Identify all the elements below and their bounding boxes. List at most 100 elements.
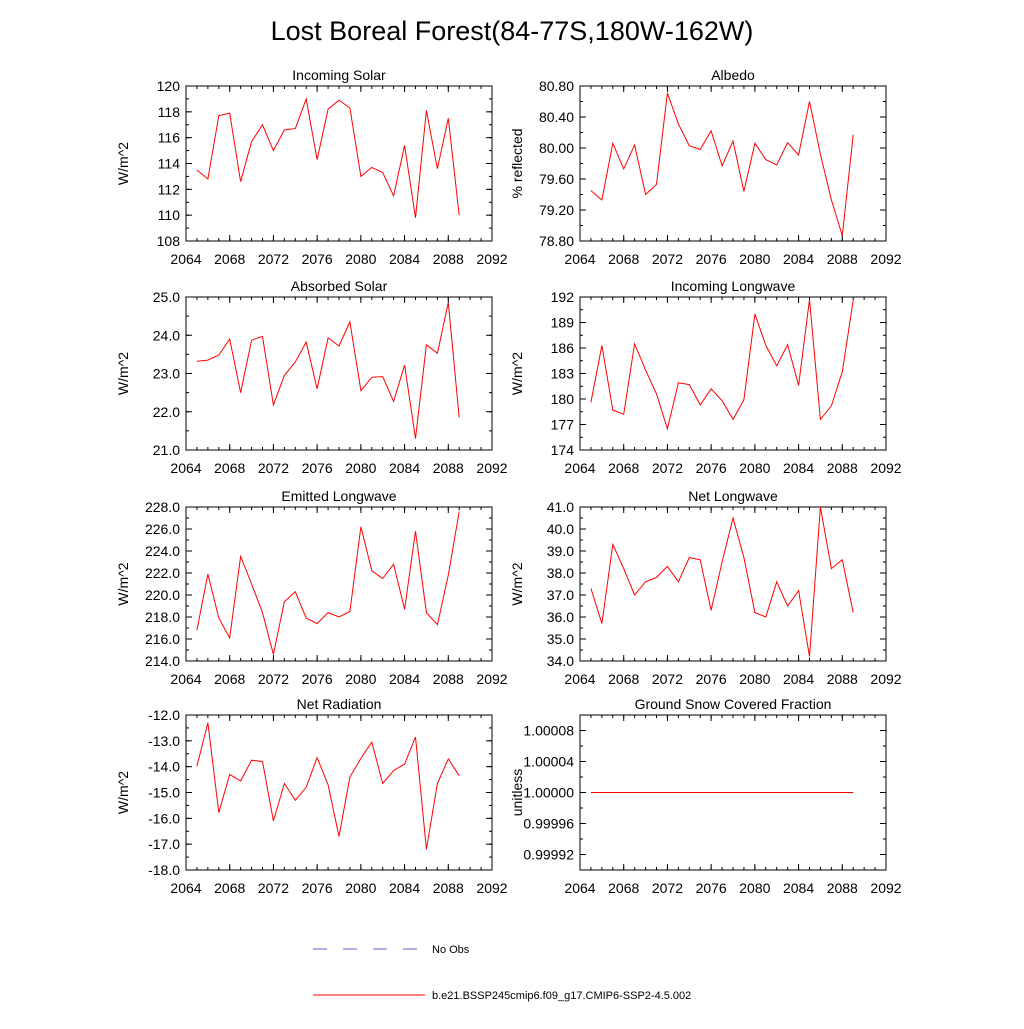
y-tick-label: 112: [158, 181, 181, 197]
x-tick-label: 2072: [258, 460, 289, 476]
y-tick-label: 40.0: [547, 521, 574, 537]
x-tick-label: 2084: [783, 460, 814, 476]
y-tick-label: 114: [158, 156, 181, 172]
x-tick-label: 2064: [170, 460, 201, 476]
y-tick-label: 80.40: [539, 109, 574, 125]
x-tick-label: 2088: [827, 460, 858, 476]
panel-title: Albedo: [711, 67, 755, 83]
y-axis-label: W/m^2: [115, 771, 131, 814]
series-line: [590, 92, 854, 236]
x-tick-label: 2072: [258, 880, 289, 896]
panel-title: Incoming Longwave: [671, 278, 796, 294]
y-tick-label: 39.0: [547, 543, 574, 559]
y-axis-label: W/m^2: [509, 562, 525, 605]
y-tick-label: 0.99992: [523, 847, 574, 863]
panel-title: Emitted Longwave: [281, 488, 396, 504]
y-axis-label: W/m^2: [115, 562, 131, 605]
x-tick-label: 2092: [476, 251, 507, 267]
y-tick-label: -12.0: [148, 707, 180, 723]
y-axis-label: W/m^2: [115, 352, 131, 395]
figure-title: Lost Boreal Forest(84-77S,180W-162W): [271, 16, 754, 46]
panel-title: Ground Snow Covered Fraction: [635, 696, 832, 712]
legend-obs-label: No Obs: [432, 944, 470, 956]
series-line: [196, 96, 460, 218]
y-axis-label: W/m^2: [115, 142, 131, 185]
y-tick-label: 37.0: [547, 587, 574, 603]
y-tick-label: 0.99996: [523, 816, 574, 832]
x-tick-label: 2080: [739, 671, 770, 687]
x-tick-label: 2064: [564, 880, 595, 896]
plot-frame: [579, 506, 887, 662]
x-tick-label: 2084: [389, 251, 420, 267]
x-tick-label: 2080: [345, 880, 376, 896]
x-tick-label: 2076: [302, 671, 333, 687]
y-tick-label: -18.0: [148, 862, 180, 878]
y-tick-label: 79.60: [539, 171, 574, 187]
chart-panel-1: Albedo % reflected 2064 2068 2072 2076 2080 208…: [509, 67, 902, 267]
y-axis-label: % reflected: [509, 128, 525, 198]
y-tick-label: 174: [551, 442, 575, 458]
chart-panel-4: Emitted Longwave W/m^2 2064 2068 2072 2076 208…: [115, 488, 508, 687]
y-tick-label: 80.80: [539, 78, 574, 94]
x-tick-label: 2084: [389, 880, 420, 896]
plot-frame: [185, 296, 493, 451]
x-tick-label: 2084: [783, 251, 814, 267]
x-tick-label: 2088: [433, 880, 464, 896]
x-tick-label: 2088: [827, 671, 858, 687]
y-tick-label: 24.0: [153, 327, 180, 343]
x-tick-label: 2072: [258, 251, 289, 267]
y-tick-label: 38.0: [547, 565, 574, 581]
x-tick-label: 2084: [783, 671, 814, 687]
x-tick-label: 2080: [345, 460, 376, 476]
x-tick-label: 2092: [476, 880, 507, 896]
y-tick-label: -14.0: [148, 759, 180, 775]
x-tick-label: 2088: [433, 460, 464, 476]
panel-title: Incoming Solar: [292, 67, 386, 83]
x-tick-label: 2068: [214, 880, 245, 896]
series-line: [196, 511, 460, 655]
panel-title: Absorbed Solar: [291, 278, 388, 294]
chart-panel-5: Net Longwave W/m^2 2064 2068 2072 2076 2080 208…: [509, 488, 902, 687]
x-tick-label: 2076: [696, 880, 727, 896]
x-tick-label: 2068: [608, 460, 639, 476]
y-tick-label: 192: [551, 289, 575, 305]
x-tick-label: 2064: [564, 671, 595, 687]
y-tick-label: 180: [551, 391, 575, 407]
y-tick-label: -15.0: [148, 785, 180, 801]
x-tick-label: 2080: [345, 251, 376, 267]
x-tick-label: 2080: [345, 671, 376, 687]
x-tick-label: 2084: [389, 460, 420, 476]
y-tick-label: 183: [551, 366, 575, 382]
chart-panel-2: Absorbed Solar W/m^2 2064 2068 2072 2076 2080 2…: [115, 278, 508, 476]
chart-panel-7: Ground Snow Covered Fraction unitless 2064…: [509, 696, 902, 896]
plot-frame: [185, 85, 493, 242]
y-tick-label: 78.80: [539, 233, 574, 249]
y-tick-label: 21.0: [153, 442, 180, 458]
x-tick-label: 2088: [433, 671, 464, 687]
panel-title: Net Radiation: [297, 696, 382, 712]
y-tick-label: 177: [551, 417, 575, 433]
x-tick-label: 2076: [696, 251, 727, 267]
y-tick-label: 1.00004: [523, 754, 574, 770]
x-tick-label: 2080: [739, 251, 770, 267]
series-line: [196, 302, 460, 439]
series-line: [590, 299, 854, 431]
y-tick-label: 186: [551, 340, 575, 356]
panels: Incoming Solar W/m^2 2064 2068 2072 2076 2080 2…: [115, 67, 902, 896]
x-tick-label: 2076: [302, 880, 333, 896]
x-tick-label: 2064: [170, 671, 201, 687]
y-tick-label: 108: [157, 233, 181, 249]
y-tick-label: 226.0: [145, 521, 180, 537]
x-tick-label: 2080: [739, 460, 770, 476]
x-tick-label: 2072: [258, 671, 289, 687]
plot-frame: [579, 296, 887, 451]
x-tick-label: 2068: [608, 880, 639, 896]
y-tick-label: 36.0: [547, 609, 574, 625]
x-tick-label: 2088: [827, 251, 858, 267]
series-line: [590, 506, 854, 657]
x-tick-label: 2084: [389, 671, 420, 687]
y-tick-label: -13.0: [148, 733, 180, 749]
y-tick-label: 1.00008: [523, 723, 574, 739]
y-tick-label: 214.0: [145, 653, 180, 669]
